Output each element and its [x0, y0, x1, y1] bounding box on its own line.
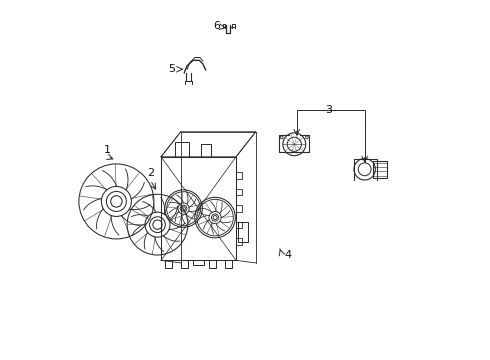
Text: 2: 2 [147, 168, 154, 178]
Text: 1: 1 [104, 145, 111, 155]
Text: 6: 6 [213, 21, 220, 31]
Text: 4: 4 [284, 250, 292, 260]
Bar [373, 161, 387, 178]
Text: 3: 3 [325, 105, 332, 115]
Text: 5: 5 [168, 64, 175, 74]
